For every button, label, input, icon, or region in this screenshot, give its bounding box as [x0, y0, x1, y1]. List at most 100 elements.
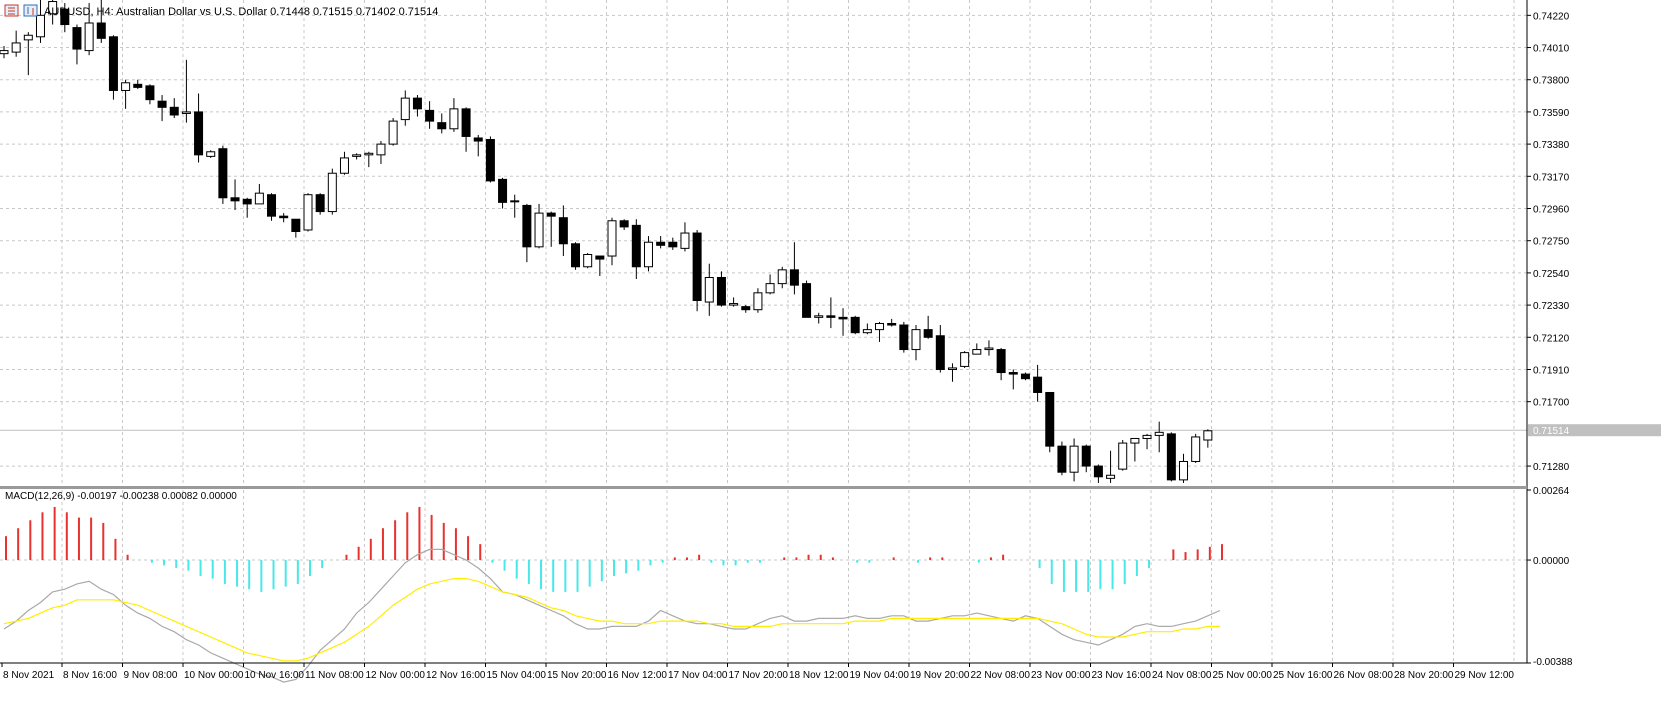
candle [48, 0, 58, 25]
candle [850, 315, 860, 335]
time-axis: 8 Nov 2021 8 Nov 16:00 9 Nov 08:00 10 Nov 0… [1, 663, 1515, 681]
time-tick-label: 11 Nov 08:00 [305, 670, 364, 681]
candle-body-bear [1045, 391, 1055, 447]
candle-body-bull [862, 329, 872, 334]
candle-chart-icon[interactable] [23, 4, 38, 17]
price-tick-label: 0.74010 [1533, 44, 1570, 55]
candle-body-bear [108, 36, 118, 91]
candle-body-bull [23, 34, 33, 41]
chart-header-text: AUDUSD, H4: Australian Dollar vs U.S. Do… [44, 6, 438, 18]
time-tick-label: 26 Nov 08:00 [1334, 670, 1394, 681]
time-tick-label: 25 Nov 16:00 [1273, 670, 1333, 681]
candle [972, 343, 982, 355]
candle [680, 222, 690, 252]
time-tick-label: 8 Nov 2021 [3, 670, 55, 681]
time-tick-label: 15 Nov 04:00 [487, 670, 547, 681]
time-tick-label: 8 Nov 16:00 [63, 670, 117, 681]
price-tick-label: 0.71910 [1533, 365, 1570, 376]
candle-body-bull [777, 269, 787, 285]
candle [1203, 429, 1213, 448]
candle-body-bull [1191, 436, 1201, 462]
candle [583, 252, 593, 269]
candle-body-bear [96, 22, 106, 39]
candle-body-bear [1033, 376, 1043, 393]
candle-body-bull [1179, 460, 1189, 481]
candle [133, 79, 143, 89]
candle-body-bull [364, 152, 374, 156]
chart-window-icon[interactable] [4, 4, 19, 17]
candle-body-bear [1081, 445, 1091, 467]
price-tick-label: 0.71700 [1533, 398, 1570, 409]
pane-separator[interactable] [0, 486, 1527, 489]
candle [1033, 364, 1043, 402]
candle-body-bear [522, 204, 532, 248]
candle [254, 183, 264, 205]
candle [230, 179, 240, 211]
candle [1069, 438, 1079, 482]
time-tick-label: 19 Nov 04:00 [850, 670, 910, 681]
price-tick-label: 0.73590 [1533, 108, 1570, 119]
candle-body-bear [802, 283, 812, 318]
candle [1057, 441, 1067, 476]
time-tick-label: 10 Nov 16:00 [245, 670, 305, 681]
candle-body-bear [899, 324, 909, 351]
candle [267, 193, 277, 221]
candle-body-bear [157, 100, 167, 108]
candle-body-bull [327, 172, 337, 213]
price-tick-label: 0.74220 [1533, 11, 1570, 22]
candle [935, 325, 945, 373]
candle [449, 98, 459, 132]
time-tick-label: 29 Nov 12:00 [1455, 670, 1515, 681]
candle-body-bull [607, 220, 617, 257]
candle [84, 3, 94, 56]
time-tick-label: 9 Nov 08:00 [124, 670, 178, 681]
candle-body-bull [339, 157, 349, 174]
candle [571, 242, 581, 270]
candle-body-bull [911, 329, 921, 351]
candle-body-bear [850, 316, 860, 334]
macd-tick-label: 0.00000 [1533, 556, 1570, 567]
candle-body-bear [631, 224, 641, 268]
macd-axis: 0.00264 0.00000 -0.00388 [1527, 486, 1573, 668]
candle-body-bear [619, 220, 629, 228]
candle-body-bear [291, 218, 301, 233]
candles-group [0, 0, 1213, 483]
candle-body-bear [558, 217, 568, 245]
price-tick-label: 0.73380 [1533, 140, 1570, 151]
candle-body-bear [741, 306, 751, 311]
candle-body-bear [461, 108, 471, 137]
candle [899, 321, 909, 353]
candle-body-bull [1130, 437, 1140, 444]
time-tick-label: 18 Nov 12:00 [789, 670, 849, 681]
time-tick-label: 25 Nov 00:00 [1213, 670, 1273, 681]
candle-body-bear [498, 178, 508, 203]
candle-body-bear [923, 329, 933, 338]
macd-tick-label: 0.00264 [1533, 486, 1570, 497]
candle [1130, 437, 1140, 462]
candle-body-bull [35, 14, 45, 38]
candle-body-bear [315, 194, 325, 213]
price-axis: 0.74220 0.74010 0.73800 0.73590 0.73380 0.731… [1527, 11, 1661, 473]
macd-lines-group [3, 548, 1221, 683]
candle [145, 84, 155, 105]
candle-body-bear [133, 83, 143, 88]
candle-body-bull [1069, 445, 1079, 473]
candle-body-bear [571, 243, 581, 268]
candle [814, 312, 824, 324]
candle-body-bull [704, 276, 714, 303]
candle-body-bull [11, 42, 21, 53]
candle [996, 348, 1006, 381]
candle [631, 219, 641, 280]
candle [947, 363, 957, 382]
candle-body-bull [206, 151, 216, 157]
candle-body-bull [400, 97, 410, 121]
candle [121, 79, 131, 109]
price-tick-label: 0.71280 [1533, 462, 1570, 473]
candle-body-bear [716, 276, 726, 306]
candle [291, 218, 301, 238]
candle [1081, 444, 1091, 473]
candle [668, 237, 678, 250]
candle [461, 107, 471, 152]
candle-body-bear [692, 232, 702, 301]
